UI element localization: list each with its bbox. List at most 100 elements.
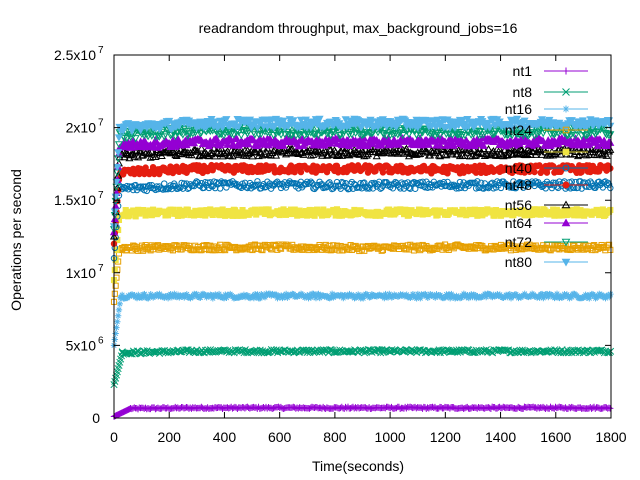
- data-point: [332, 182, 339, 190]
- legend-marker: [562, 105, 570, 113]
- data-point: [389, 185, 397, 192]
- data-point: [384, 294, 392, 301]
- data-point: [171, 290, 178, 297]
- series-nt24: [110, 241, 614, 305]
- data-point: [153, 291, 161, 298]
- data-point: [138, 294, 146, 302]
- data-point: [566, 295, 573, 302]
- data-point: [417, 295, 424, 302]
- data-point: [432, 294, 439, 301]
- data-point: [553, 290, 561, 298]
- data-point: [484, 183, 491, 191]
- data-point: [471, 291, 479, 299]
- data-point: [465, 294, 473, 302]
- data-point: [416, 179, 424, 186]
- data-point: [326, 346, 334, 354]
- x-tick-label: 1400: [485, 429, 516, 445]
- x-tick-label: 0: [110, 429, 118, 445]
- data-point: [115, 306, 123, 314]
- data-point: [464, 292, 471, 299]
- data-point: [111, 290, 118, 297]
- data-point: [502, 347, 510, 355]
- data-point: [305, 294, 312, 302]
- data-point: [607, 246, 614, 253]
- data-point: [143, 187, 151, 195]
- data-point: [111, 266, 118, 274]
- data-point: [274, 294, 281, 302]
- data-point: [209, 295, 217, 302]
- data-point: [437, 292, 444, 299]
- data-point: [223, 294, 230, 301]
- data-point: [412, 185, 419, 192]
- data-point: [381, 294, 388, 302]
- data-point: [363, 185, 370, 192]
- data-point: [135, 291, 142, 299]
- data-point: [563, 291, 571, 298]
- data-point: [512, 184, 520, 192]
- data-point: [540, 294, 547, 302]
- data-point: [588, 290, 596, 298]
- chart-title: readrandom throughput, max_background_jo…: [199, 20, 518, 36]
- data-point: [174, 291, 182, 299]
- data-point: [413, 295, 420, 302]
- series-nt40: [110, 178, 614, 262]
- data-point: [131, 291, 138, 299]
- data-point: [306, 180, 313, 187]
- data-point: [472, 185, 480, 192]
- data-point: [328, 290, 336, 298]
- data-point: [361, 179, 368, 186]
- data-point: [568, 293, 576, 301]
- legend-entry-nt8: nt8: [513, 84, 588, 100]
- data-point: [253, 294, 260, 301]
- data-point: [281, 293, 289, 301]
- x-tick-label: 1800: [595, 429, 626, 445]
- data-point: [583, 183, 590, 190]
- y-tick-label: 0: [92, 410, 100, 426]
- legend-entry-nt80: nt80: [505, 254, 588, 270]
- data-point: [261, 293, 269, 301]
- data-point: [114, 318, 121, 325]
- data-point: [304, 292, 311, 299]
- data-point: [203, 294, 210, 301]
- legend-marker: [562, 67, 570, 75]
- x-tick-label: 1200: [430, 429, 461, 445]
- data-point: [307, 178, 315, 185]
- data-point: [161, 180, 168, 187]
- data-point: [444, 170, 451, 177]
- legend-marker: [562, 148, 570, 156]
- data-point: [356, 292, 363, 300]
- data-point: [279, 294, 286, 302]
- data-point: [114, 134, 124, 142]
- data-point: [606, 122, 615, 131]
- data-point: [312, 294, 320, 302]
- data-point: [538, 290, 546, 298]
- data-point: [508, 184, 516, 191]
- data-point: [215, 290, 223, 298]
- data-point: [295, 185, 302, 192]
- data-point: [250, 294, 258, 302]
- data-point: [506, 291, 514, 298]
- legend-label: nt48: [505, 177, 532, 193]
- data-point: [167, 290, 174, 298]
- x-tick-label: 200: [158, 429, 182, 445]
- y-tick-exponent: 6: [98, 335, 104, 346]
- data-point: [366, 185, 373, 192]
- data-point: [315, 181, 322, 189]
- data-point: [453, 292, 460, 300]
- x-axis-label: Time(seconds): [312, 458, 404, 474]
- data-point: [330, 294, 337, 301]
- data-point: [419, 178, 426, 186]
- y-tick-label: 2.5x10: [54, 47, 96, 63]
- data-point: [297, 168, 305, 176]
- legend-label: nt24: [505, 122, 532, 138]
- data-point: [448, 181, 455, 189]
- y-tick-exponent: 7: [98, 118, 104, 129]
- data-point: [486, 290, 494, 298]
- data-point: [441, 294, 449, 301]
- data-point: [164, 294, 172, 302]
- data-point: [193, 290, 200, 298]
- data-point: [146, 293, 153, 301]
- data-point: [606, 293, 613, 301]
- legend-label: nt56: [505, 197, 532, 213]
